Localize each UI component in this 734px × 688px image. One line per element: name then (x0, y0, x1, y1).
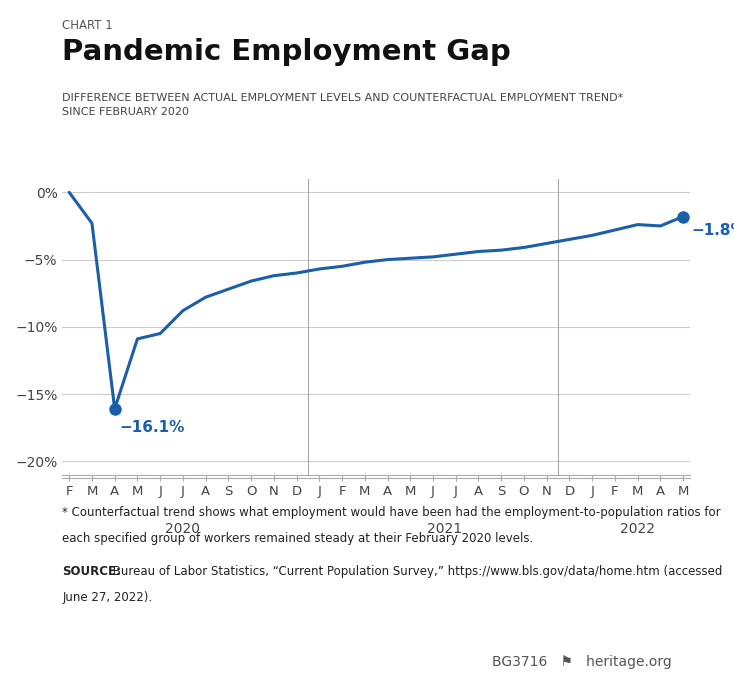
Text: 2021: 2021 (427, 522, 462, 536)
Text: Bureau of Labor Statistics, “Current Population Survey,” https://www.bls.gov/dat: Bureau of Labor Statistics, “Current Pop… (109, 565, 722, 578)
Text: * Counterfactual trend shows what employment would have been had the employment-: * Counterfactual trend shows what employ… (62, 506, 721, 519)
Text: −16.1%: −16.1% (119, 420, 185, 435)
Text: 2020: 2020 (165, 522, 200, 536)
Text: 2022: 2022 (620, 522, 655, 536)
Text: SOURCE:: SOURCE: (62, 565, 121, 578)
Text: Pandemic Employment Gap: Pandemic Employment Gap (62, 38, 511, 66)
Text: June 27, 2022).: June 27, 2022). (62, 591, 153, 604)
Text: BG3716   ⚑   heritage.org: BG3716 ⚑ heritage.org (492, 655, 672, 669)
Text: CHART 1: CHART 1 (62, 19, 113, 32)
Text: DIFFERENCE BETWEEN ACTUAL EMPLOYMENT LEVELS AND COUNTERFACTUAL EMPLOYMENT TREND*: DIFFERENCE BETWEEN ACTUAL EMPLOYMENT LEV… (62, 93, 624, 117)
Text: −1.8%: −1.8% (691, 223, 734, 238)
Text: each specified group of workers remained steady at their February 2020 levels.: each specified group of workers remained… (62, 532, 534, 545)
